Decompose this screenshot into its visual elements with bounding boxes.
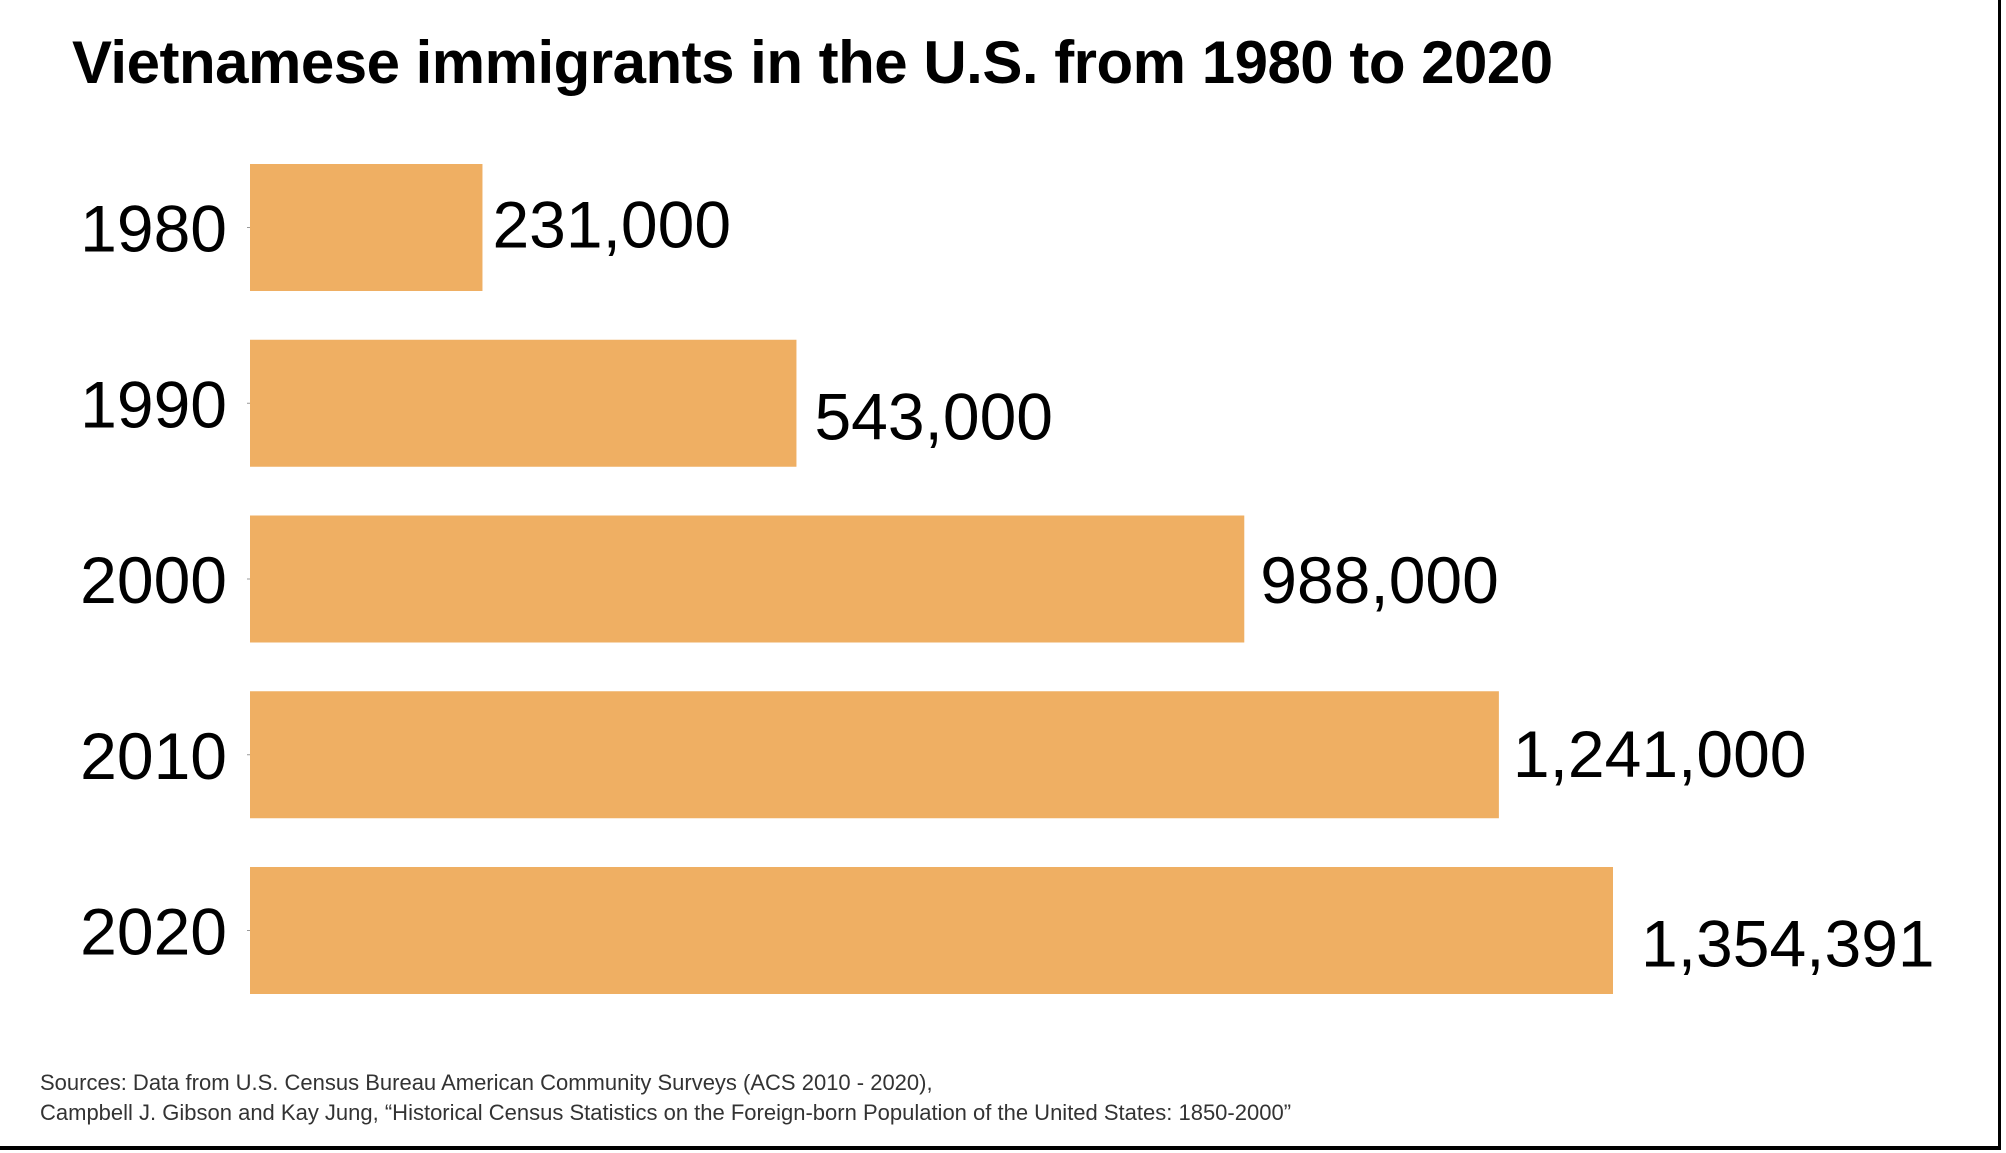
data-label-2010: 1,241,000 bbox=[1513, 717, 1807, 791]
category-label-2020: 2020 bbox=[80, 895, 227, 969]
bar-1990 bbox=[250, 339, 797, 467]
bar-1980 bbox=[250, 164, 483, 291]
category-label-1990: 1990 bbox=[80, 367, 227, 441]
sources-line-1: Sources: Data from U.S. Census Bureau Am… bbox=[40, 1070, 933, 1095]
category-label-1980: 1980 bbox=[80, 192, 227, 266]
chart-title: Vietnamese immigrants in the U.S. from 1… bbox=[72, 29, 1553, 96]
data-label-2000: 988,000 bbox=[1260, 543, 1499, 617]
category-label-2010: 2010 bbox=[80, 719, 227, 793]
bar-2000 bbox=[250, 515, 1245, 643]
sources-note: Sources: Data from U.S. Census Bureau Am… bbox=[40, 1068, 1291, 1128]
bar-2010 bbox=[250, 691, 1499, 819]
bar-2020 bbox=[250, 867, 1613, 994]
data-label-1990: 543,000 bbox=[814, 379, 1053, 453]
data-label-1980: 231,000 bbox=[492, 188, 731, 262]
data-label-2020: 1,354,391 bbox=[1641, 907, 1935, 981]
category-label-2000: 2000 bbox=[80, 543, 227, 617]
sources-line-2: Campbell J. Gibson and Kay Jung, “Histor… bbox=[40, 1100, 1292, 1125]
